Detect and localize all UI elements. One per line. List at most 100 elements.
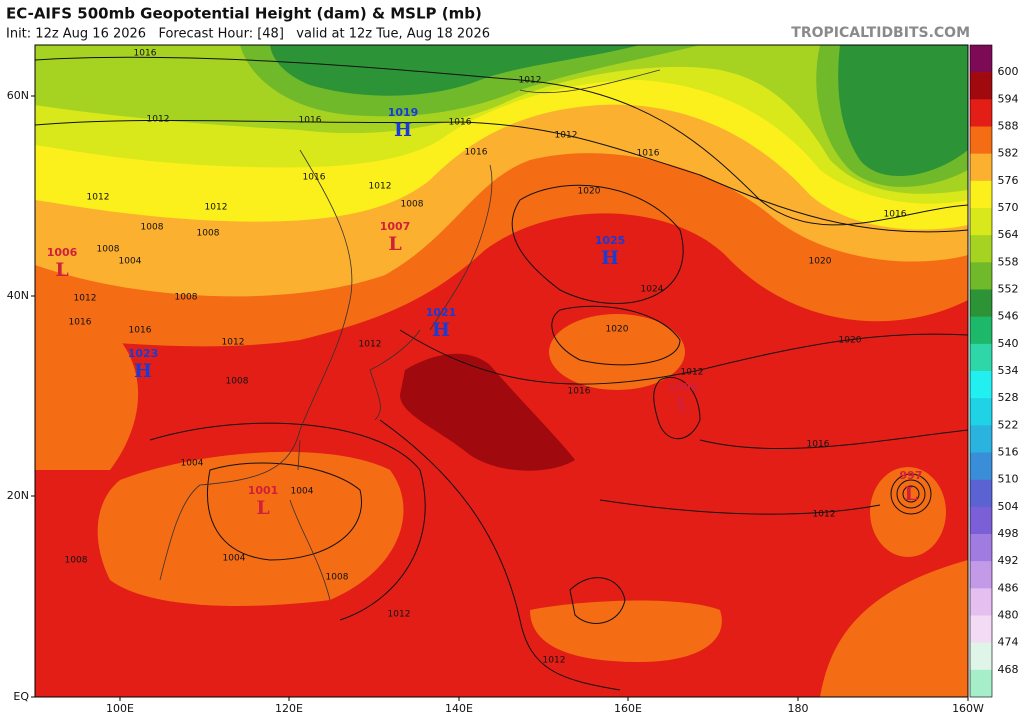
colorbar-label: 582 xyxy=(998,147,1019,160)
lon-label: 160E xyxy=(614,702,642,715)
band-588 xyxy=(870,467,946,557)
colorbar-label: 474 xyxy=(998,636,1019,649)
isobar-label: 1020 xyxy=(839,336,862,346)
colorbar-label: 552 xyxy=(998,283,1019,296)
center-value: 1001 xyxy=(248,484,279,497)
colorbar-swatch xyxy=(970,615,992,643)
center-value: 1023 xyxy=(128,347,159,360)
colorbar-swatch xyxy=(970,506,992,535)
lat-label: 20N xyxy=(7,489,29,502)
colorbar-label: 498 xyxy=(998,527,1019,540)
isobar-label: 1008 xyxy=(326,573,349,583)
colorbar-frame xyxy=(969,44,993,698)
colorbar-swatch xyxy=(970,289,992,317)
band-588 xyxy=(549,314,685,390)
isobar-label: 1012 xyxy=(147,115,170,125)
isobar-label: 1016 xyxy=(637,149,660,159)
center-symbol: H xyxy=(432,319,450,341)
isobar-label: 1016 xyxy=(69,318,92,328)
band-552 xyxy=(270,45,640,96)
isobar-label: 1012 xyxy=(74,294,97,304)
isobar-label: 1004 xyxy=(181,459,204,469)
colorbar-swatch xyxy=(970,99,992,127)
center-value: 1007 xyxy=(380,220,411,233)
center-value: 1025 xyxy=(595,234,626,247)
colorbar-swatch xyxy=(970,72,992,100)
coastlines xyxy=(159,69,661,601)
colorbar-swatch xyxy=(970,479,992,508)
colorbar-label: 486 xyxy=(998,581,1019,594)
isobar-label: 1004 xyxy=(119,257,142,267)
coastline xyxy=(519,69,661,94)
isobar-label: 1008 xyxy=(197,229,220,239)
isobar-label: 1012 xyxy=(519,76,542,86)
coastline xyxy=(429,164,493,331)
isobar xyxy=(569,577,626,624)
colorbar-swatch xyxy=(970,180,992,209)
isobar xyxy=(699,429,968,450)
band-588 xyxy=(35,330,139,470)
isobar xyxy=(599,499,881,515)
colorbar-swatch xyxy=(970,235,992,263)
center-value: 1019 xyxy=(388,106,419,119)
isobar xyxy=(35,119,968,233)
colorbar-swatch xyxy=(970,588,992,616)
center-symbol: H xyxy=(601,247,619,269)
lon-label: 100E xyxy=(106,702,134,715)
colorbar-label: 534 xyxy=(998,364,1019,377)
isobar-label: 1008 xyxy=(141,223,164,233)
colorbar-swatch xyxy=(970,534,992,562)
colorbar-swatch xyxy=(970,316,992,345)
colorbar-swatch xyxy=(970,153,992,182)
axes: 60N 40N 20N EQ 100E 120E 140E 160E 180 160W xyxy=(7,89,984,715)
isobar-label: 1016 xyxy=(807,440,830,450)
isobar-label: 1012 xyxy=(359,340,382,350)
map-frame xyxy=(34,44,969,698)
colorbar-swatch xyxy=(970,425,992,453)
center-symbol: L xyxy=(904,483,917,505)
band-588 xyxy=(820,560,968,697)
isobar-label: 1024 xyxy=(641,285,664,295)
isobar-label: 1012 xyxy=(369,182,392,192)
isobar-label: 1012 xyxy=(555,131,578,141)
isobar-label: 1008 xyxy=(226,377,249,387)
isobar xyxy=(551,305,681,366)
isobar-label: 1016 xyxy=(449,118,472,128)
colorbar-swatch xyxy=(970,262,992,290)
colorbar-label: 522 xyxy=(998,418,1019,431)
isobar xyxy=(35,56,968,226)
isobar-label: 1004 xyxy=(291,487,314,497)
isobar-label: 1012 xyxy=(222,338,245,348)
center-symbol: L xyxy=(55,259,68,281)
isobar-label: 1012 xyxy=(87,193,110,203)
lon-label: 140E xyxy=(445,702,473,715)
subtitle: Init: 12z Aug 16 2026 Forecast Hour: [48… xyxy=(6,27,490,42)
colorbar-label: 570 xyxy=(998,201,1019,214)
isobar xyxy=(890,473,932,515)
isobar-label: 1020 xyxy=(809,257,832,267)
center-value: 997 xyxy=(900,469,923,482)
isobar-label: 1008 xyxy=(97,245,120,255)
isobar-label: 1016 xyxy=(465,148,488,158)
isobar xyxy=(896,479,926,509)
colorbar-swatch xyxy=(970,343,992,372)
colorbar-label: 540 xyxy=(998,337,1019,350)
colorbar-label: 468 xyxy=(998,663,1019,676)
colorbar-label: 528 xyxy=(998,391,1019,404)
coastline xyxy=(289,439,331,601)
colorbar-swatch xyxy=(970,371,992,399)
center-value: 1008 xyxy=(668,381,699,394)
colorbar-swatch xyxy=(970,398,992,426)
colorbar-swatch xyxy=(970,669,992,698)
isobar-label: 1004 xyxy=(223,554,246,564)
center-symbol: L xyxy=(388,233,401,255)
isobar-label: 1016 xyxy=(299,116,322,126)
isobar-label: 1020 xyxy=(578,187,601,197)
colorbar-swatch xyxy=(970,642,992,671)
coastline xyxy=(369,329,421,421)
isobar-label: 1012 xyxy=(543,656,566,666)
colorbar-label: 600 xyxy=(998,65,1019,78)
isobar-label: 1016 xyxy=(134,49,157,59)
